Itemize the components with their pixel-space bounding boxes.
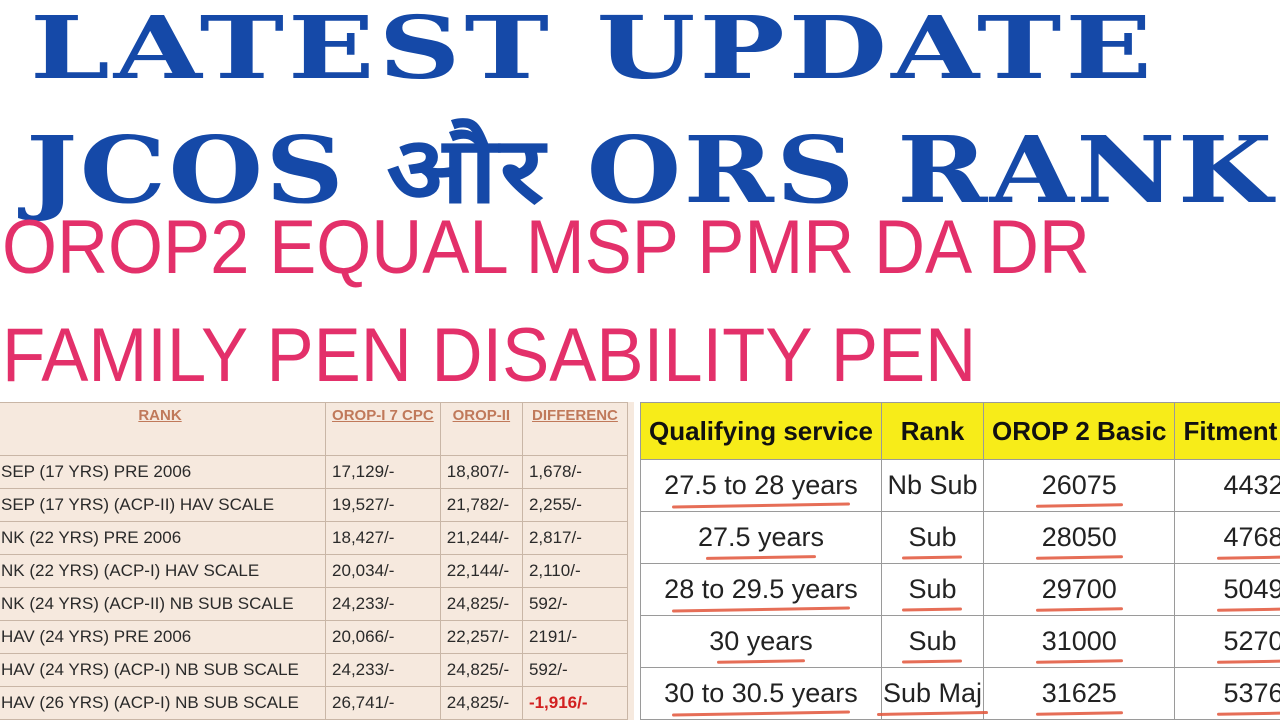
cell-orop-ii: 24,825/-: [439, 653, 523, 687]
cell-rank: Sub: [880, 511, 985, 564]
cell-basic: 26075: [983, 459, 1176, 512]
cell-orop-ii: 24,825/-: [439, 686, 523, 720]
cell-rank: HAV (24 YRS) PRE 2006: [0, 620, 327, 654]
cell-orop-i: 26,741/-: [325, 686, 441, 720]
table-header-row: RANK OROP-I 7 CPC OROP-II DIFFERENC: [0, 402, 629, 456]
cell-orop-i: 17,129/-: [325, 455, 441, 489]
cell-rank: HAV (24 YRS) (ACP-I) NB SUB SCALE: [0, 653, 327, 687]
cell-service: 27.5 to 28 years: [640, 459, 882, 512]
header-orop2-basic: OROP 2 Basic: [983, 402, 1176, 460]
cell-orop-i: 20,066/-: [325, 620, 441, 654]
table-header-row: Qualifying service Rank OROP 2 Basic Fit…: [640, 402, 1280, 460]
cell-rank: HAV (26 YRS) (ACP-I) NB SUB SCALE: [0, 686, 327, 720]
table-row: SEP (17 YRS) (ACP-II) HAV SCALE 19,527/- 2…: [0, 488, 629, 522]
cell-orop-i: 18,427/-: [325, 521, 441, 555]
cell-orop-i: 24,233/-: [325, 653, 441, 687]
cell-rank: Sub: [880, 563, 985, 616]
table-row: NK (24 YRS) (ACP-II) NB SUB SCALE 24,233/…: [0, 587, 629, 621]
table-row: SEP (17 YRS) PRE 2006 17,129/- 18,807/- 1,6…: [0, 455, 629, 489]
headline-jcos-ors-rank: JCOS और ORS RANK: [26, 116, 1275, 224]
table-row: 30 yearsSub3100052700: [640, 615, 1280, 668]
cell-rank: NK (22 YRS) PRE 2006: [0, 521, 327, 555]
cell-fitment: 53763: [1174, 667, 1280, 720]
header-rank: Rank: [880, 402, 985, 460]
cell-rank: SEP (17 YRS) (ACP-II) HAV SCALE: [0, 488, 327, 522]
cell-orop-ii: 21,782/-: [439, 488, 523, 522]
cell-rank: NK (24 YRS) (ACP-II) NB SUB SCALE: [0, 587, 327, 621]
table-row: NK (22 YRS) (ACP-I) HAV SCALE 20,034/- 22,…: [0, 554, 629, 588]
cell-difference: 2,255/-: [521, 488, 629, 522]
header-difference: DIFFERENC: [521, 402, 629, 456]
table-row: 27.5 yearsSub2805047685: [640, 511, 1280, 564]
headline-orop2-equal: OROP2 EQUAL MSP PMR DA DR: [2, 205, 1090, 290]
cell-rank: Nb Sub: [880, 459, 985, 512]
cell-service: 30 years: [640, 615, 882, 668]
cell-difference: 2,817/-: [521, 521, 629, 555]
cell-basic: 29700: [983, 563, 1176, 616]
cell-rank: Sub: [880, 615, 985, 668]
headline-family-pen: FAMILY PEN DISABILITY PEN: [2, 313, 977, 398]
cell-basic: 28050: [983, 511, 1176, 564]
cell-fitment: 52700: [1174, 615, 1280, 668]
cell-orop-ii: 22,144/-: [439, 554, 523, 588]
cell-basic: 31000: [983, 615, 1176, 668]
cell-difference-negative: -1,916/-: [521, 686, 629, 720]
header-fitment: Fitment fa: [1174, 402, 1280, 460]
cell-fitment: 44328: [1174, 459, 1280, 512]
cell-difference: 592/-: [521, 653, 629, 687]
cell-fitment: 47685: [1174, 511, 1280, 564]
qualifying-service-table: Qualifying service Rank OROP 2 Basic Fit…: [640, 402, 1280, 720]
cell-orop-ii: 18,807/-: [439, 455, 523, 489]
header-qualifying-service: Qualifying service: [640, 402, 882, 460]
headline-latest-update: LATEST UPDATE: [30, 0, 1156, 99]
cell-difference: 2,110/-: [521, 554, 629, 588]
table-row: HAV (24 YRS) (ACP-I) NB SUB SCALE 24,233/…: [0, 653, 629, 687]
table-row: 28 to 29.5 yearsSub2970050490: [640, 563, 1280, 616]
cell-orop-i: 20,034/-: [325, 554, 441, 588]
cell-rank: SEP (17 YRS) PRE 2006: [0, 455, 327, 489]
cell-service: 28 to 29.5 years: [640, 563, 882, 616]
cell-difference: 592/-: [521, 587, 629, 621]
cell-fitment: 50490: [1174, 563, 1280, 616]
cell-orop-i: 19,527/-: [325, 488, 441, 522]
table-row: HAV (26 YRS) (ACP-I) NB SUB SCALE 26,741/…: [0, 686, 629, 720]
cell-rank: NK (22 YRS) (ACP-I) HAV SCALE: [0, 554, 327, 588]
cell-orop-i: 24,233/-: [325, 587, 441, 621]
header-rank: RANK: [0, 402, 327, 456]
header-orop-ii: OROP-II: [439, 402, 523, 456]
cell-orop-ii: 21,244/-: [439, 521, 523, 555]
cell-basic: 31625: [983, 667, 1176, 720]
table-row: HAV (24 YRS) PRE 2006 20,066/- 22,257/- 219…: [0, 620, 629, 654]
cell-orop-ii: 24,825/-: [439, 587, 523, 621]
header-orop-i: OROP-I 7 CPC: [325, 402, 441, 456]
cell-orop-ii: 22,257/-: [439, 620, 523, 654]
cell-service: 30 to 30.5 years: [640, 667, 882, 720]
cell-difference: 1,678/-: [521, 455, 629, 489]
cell-service: 27.5 years: [640, 511, 882, 564]
table-row: NK (22 YRS) PRE 2006 18,427/- 21,244/- 2,81…: [0, 521, 629, 555]
orop-comparison-table: RANK OROP-I 7 CPC OROP-II DIFFERENC SEP …: [0, 402, 634, 720]
cell-rank: Sub Maj: [880, 667, 985, 720]
cell-difference: 2191/-: [521, 620, 629, 654]
